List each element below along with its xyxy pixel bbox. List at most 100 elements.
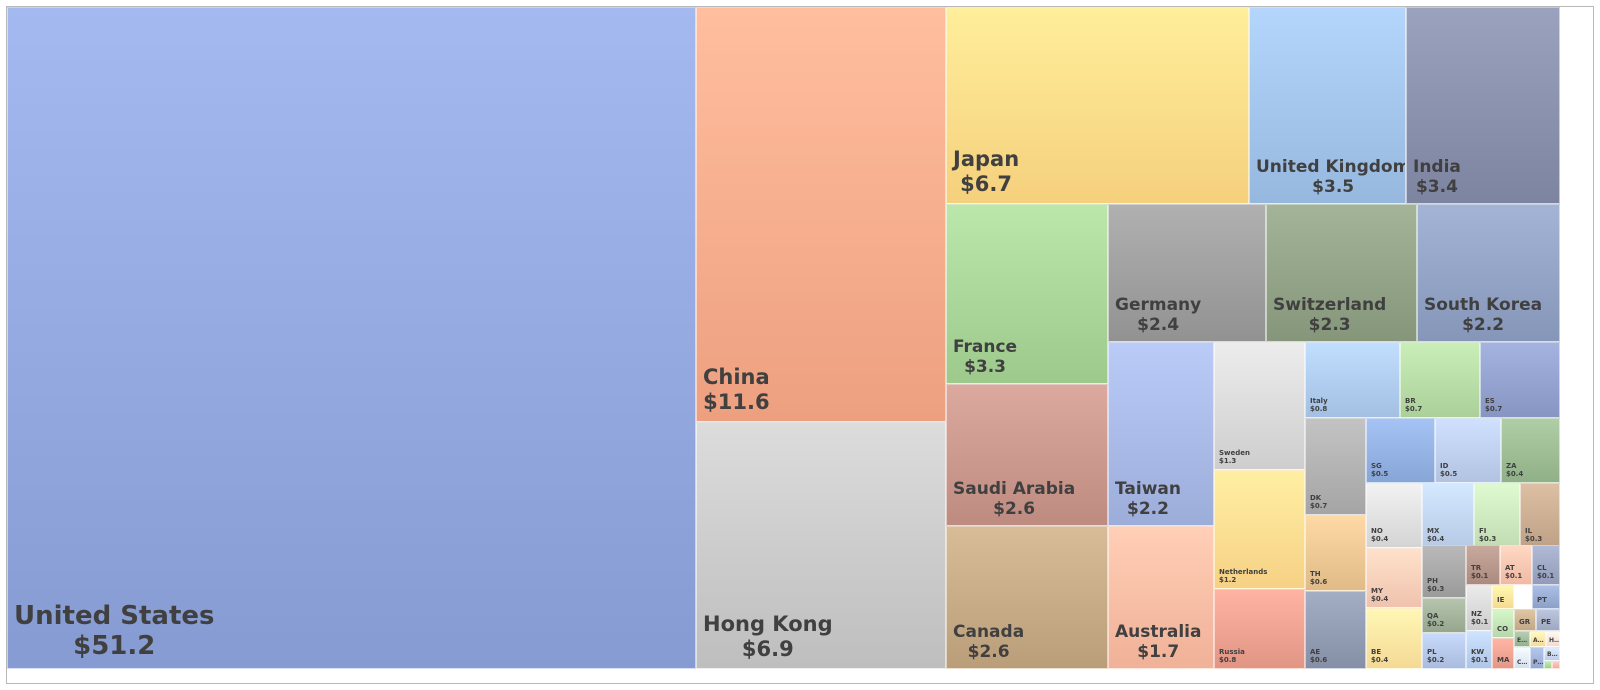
treemap-label-name: PL (1427, 647, 1437, 656)
treemap-tile-taiwan: Taiwan $2.2 (1108, 342, 1214, 526)
treemap-tile-united-states: United States $51.2 (7, 7, 696, 669)
treemap-label-name: Australia (1115, 621, 1202, 642)
treemap-label-value: $0.1 (1537, 571, 1555, 580)
treemap-label-value: $0.5 (1371, 469, 1389, 478)
treemap-tile-th: TH $0.6 (1305, 515, 1366, 591)
treemap-label: H… (1549, 637, 1559, 644)
treemap-label-name: India (1413, 156, 1461, 177)
treemap-tile-ph: PH $0.3 (1422, 545, 1466, 598)
treemap-label-value: $0.3 (1427, 584, 1445, 593)
treemap-tile-russia: Russia $0.8 (1214, 589, 1305, 669)
treemap-label: Saudi Arabia $2.6 (953, 479, 1075, 519)
treemap-label-name: IE (1497, 595, 1505, 604)
treemap-label-value: $0.4 (1371, 594, 1389, 603)
treemap-label: Taiwan $2.2 (1115, 479, 1181, 519)
treemap-label: Japan $6.7 (953, 147, 1019, 197)
treemap-tile-ae: AE $0.6 (1305, 591, 1366, 669)
treemap-label: FI $0.3 (1479, 527, 1496, 544)
treemap-label: China $11.6 (703, 365, 770, 415)
treemap-label-name: NO (1371, 526, 1383, 535)
treemap-label-value: $3.3 (964, 356, 1007, 377)
treemap-label: Germany $2.4 (1115, 295, 1201, 335)
treemap-label-name: AT (1505, 563, 1515, 572)
treemap-tile-dk: DK $0.7 (1305, 418, 1366, 515)
treemap-label: India $3.4 (1413, 157, 1461, 197)
treemap-label-name: MY (1371, 586, 1384, 595)
treemap-label: BE $0.4 (1371, 648, 1388, 665)
treemap-label: Sweden $1.3 (1219, 449, 1250, 466)
treemap-tile-cl: CL $0.1 (1532, 545, 1560, 585)
treemap-label-name: B… (1547, 650, 1558, 658)
treemap-label: United States $51.2 (14, 601, 215, 662)
treemap-label-name: CL (1537, 563, 1547, 572)
treemap-tile-unlabeled-53 (1552, 661, 1560, 669)
treemap-label: C… (1517, 659, 1527, 666)
treemap-tile-kw: KW $0.1 (1466, 631, 1492, 669)
treemap-label-name: E… (1517, 636, 1528, 644)
treemap-tile-gr: GR (1514, 609, 1536, 631)
treemap-label-value: $0.8 (1219, 655, 1237, 664)
treemap-tile-id: ID $0.5 (1435, 418, 1501, 483)
treemap-label: CO (1497, 625, 1508, 633)
treemap-label: AE $0.6 (1310, 648, 1327, 665)
treemap-label-value: $0.7 (1485, 404, 1503, 413)
treemap-label-value: $0.1 (1471, 617, 1489, 626)
treemap-label: South Korea $2.2 (1424, 295, 1542, 335)
treemap-label-name: C… (1517, 658, 1528, 666)
treemap-label: Italy $0.8 (1310, 397, 1328, 414)
treemap-label-value: $0.1 (1471, 655, 1489, 664)
treemap-label-value: $2.2 (1127, 498, 1169, 519)
treemap-tile-pe: PE (1536, 609, 1560, 631)
treemap-label-value: $3.4 (1415, 176, 1458, 197)
treemap-label-value: $0.7 (1310, 501, 1328, 510)
treemap-label-value: $11.6 (703, 390, 770, 415)
treemap-label: MX $0.4 (1427, 527, 1444, 544)
treemap-tile-e: E… (1514, 631, 1530, 647)
treemap-label-value: $0.4 (1371, 534, 1389, 543)
treemap-tile-h: H… (1546, 631, 1560, 647)
treemap-label: ES $0.7 (1485, 397, 1502, 414)
treemap-tile-india: India $3.4 (1406, 7, 1560, 204)
treemap-label-name: MA (1497, 655, 1510, 664)
treemap-label: TR $0.1 (1471, 564, 1488, 581)
treemap-label-name: AE (1310, 647, 1321, 656)
treemap-label: B… (1547, 651, 1558, 658)
treemap-tile-qa: QA $0.2 (1422, 598, 1466, 633)
treemap-tile-netherlands: Netherlands $1.2 (1214, 470, 1305, 589)
treemap-label-name: Netherlands (1219, 567, 1268, 576)
treemap-label: PE (1541, 618, 1551, 626)
treemap-label-value: $2.4 (1137, 314, 1180, 335)
treemap-tile-unlabeled-52 (1544, 661, 1552, 669)
treemap-tile-at: AT $0.1 (1500, 545, 1532, 585)
treemap-label-value: $0.7 (1405, 404, 1423, 413)
treemap-tile-be: BE $0.4 (1366, 608, 1422, 669)
treemap-label-name: P… (1533, 658, 1544, 666)
treemap-label-value: $0.2 (1427, 619, 1445, 628)
treemap-label-name: Hong Kong (703, 612, 833, 637)
treemap-tile-ie: IE (1492, 585, 1514, 609)
treemap-label-value: $2.6 (967, 641, 1010, 662)
treemap-label-value: $51.2 (73, 631, 156, 662)
treemap-label-name: BE (1371, 647, 1382, 656)
treemap-label-name: France (953, 336, 1018, 357)
treemap-label-value: $3.5 (1312, 176, 1355, 197)
treemap-tile-a: A… (1530, 631, 1546, 647)
treemap-chart: United States $51.2 China $11.6 Hong Kong $6.… (7, 7, 1593, 683)
treemap-tile-saudi-arabia: Saudi Arabia $2.6 (946, 384, 1108, 526)
treemap-label-name: PE (1541, 617, 1551, 626)
treemap-label: France $3.3 (953, 337, 1017, 377)
treemap-label-name: South Korea (1424, 294, 1543, 315)
treemap-label-name: Russia (1219, 647, 1245, 656)
treemap-label-value: $0.1 (1505, 571, 1523, 580)
treemap-label-name: NZ (1471, 609, 1482, 618)
treemap-label-name: ZA (1506, 461, 1517, 470)
treemap-label-value: $0.2 (1427, 655, 1445, 664)
treemap-tile-china: China $11.6 (696, 7, 946, 422)
treemap-label-name: Germany (1115, 294, 1202, 315)
treemap-tile-germany: Germany $2.4 (1108, 204, 1266, 342)
treemap-label: PH $0.3 (1427, 577, 1444, 594)
treemap-label-name: IL (1525, 526, 1533, 535)
treemap-tile-fi: FI $0.3 (1474, 483, 1520, 548)
treemap-label-name: MX (1427, 526, 1440, 535)
treemap-label-value: $6.7 (960, 172, 1012, 197)
